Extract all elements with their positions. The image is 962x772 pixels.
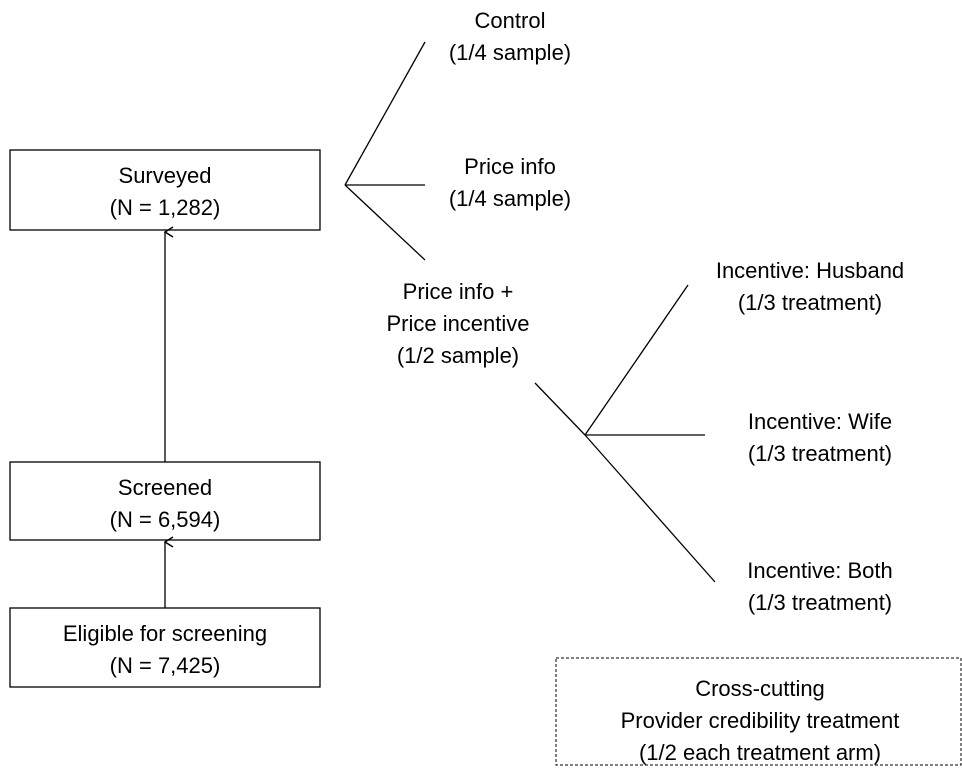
labels: Surveyed (N = 1,282) Screened (N = 6,594) El…	[63, 8, 904, 765]
branch	[584, 284, 689, 436]
node-label: Eligible for screening	[63, 621, 267, 646]
node-label: (N = 6,594)	[110, 507, 221, 532]
node-label: Incentive: Husband	[716, 258, 904, 283]
node-label: (1/4 sample)	[449, 186, 571, 211]
node-label: Price info +	[403, 279, 514, 304]
node-label: Price incentive	[386, 311, 529, 336]
node-label: (1/4 sample)	[449, 40, 571, 65]
dashed-box	[555, 657, 962, 766]
branch	[344, 41, 426, 186]
node-label: (1/2 each treatment arm)	[639, 740, 881, 765]
branch	[344, 184, 426, 261]
node-label: Incentive: Wife	[748, 409, 892, 434]
node-label: Screened	[118, 475, 212, 500]
node-label: Provider credibility treatment	[621, 708, 900, 733]
node-label: (N = 1,282)	[110, 195, 221, 220]
node-label: Surveyed	[119, 163, 212, 188]
node-label: (1/3 treatment)	[748, 590, 892, 615]
node-label: (1/3 treatment)	[738, 290, 882, 315]
node-label: (1/3 treatment)	[748, 441, 892, 466]
node-label: Control	[475, 8, 546, 33]
node-label: (N = 7,425)	[110, 653, 221, 678]
node-label: Price info	[464, 154, 556, 179]
node-label: Incentive: Both	[747, 558, 893, 583]
node-label: Cross-cutting	[695, 676, 825, 701]
branch	[584, 434, 716, 583]
node-label: (1/2 sample)	[397, 343, 519, 368]
branch	[534, 382, 586, 436]
